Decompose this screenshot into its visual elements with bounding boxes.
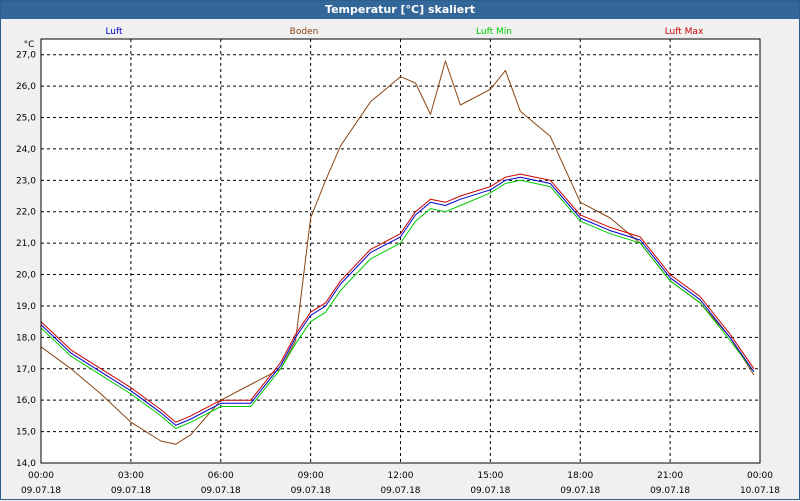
legend-item: Luft Max [665, 27, 704, 37]
x-tick-date: 09.07.18 [650, 486, 690, 496]
y-tick-label: 23,0 [16, 176, 36, 186]
x-tick-time: 18:00 [567, 471, 593, 481]
y-tick-label: 16,0 [16, 396, 36, 406]
x-tick-time: 00:00 [28, 471, 54, 481]
x-tick-date: 09.07.18 [291, 486, 331, 496]
legend-item: Luft Min [476, 27, 512, 37]
y-tick-label: 19,0 [16, 302, 36, 312]
y-tick-label: 15,0 [16, 428, 36, 438]
axis-layer: 14,0 15,0 16,0 17,0 18,0 19,0 20,0 21,0 22,0 23,0… [16, 40, 780, 496]
series-layer [40, 60, 755, 445]
x-tick-time: 15:00 [477, 471, 503, 481]
x-tick-time: 21:00 [657, 471, 683, 481]
x-tick-time: 09:00 [298, 471, 324, 481]
y-axis-unit: °C [24, 40, 35, 50]
grid [41, 39, 760, 464]
y-tick-label: 27,0 [16, 51, 36, 61]
x-tick-date: 09.07.18 [470, 486, 510, 496]
legend-item: Luft [105, 27, 123, 37]
x-tick-date: 10.07.18 [740, 486, 780, 496]
y-tick-label: 20,0 [16, 271, 36, 281]
series-line-luft-min [40, 179, 755, 429]
y-tick-label: 26,0 [16, 82, 36, 92]
y-tick-label: 14,0 [16, 459, 36, 469]
legend-item: Boden [290, 27, 319, 37]
x-tick-date: 09.07.18 [560, 486, 600, 496]
series-line-luft [40, 176, 755, 426]
y-tick-label: 21,0 [16, 239, 36, 249]
y-tick-label: 17,0 [16, 365, 36, 375]
x-tick-time: 12:00 [388, 471, 414, 481]
x-tick-date: 09.07.18 [380, 486, 420, 496]
window-title: Temperatur [°C] skaliert [1, 1, 799, 19]
plot-frame [40, 38, 761, 464]
series-line-boden [40, 60, 755, 445]
legend: Luft Boden Luft Min Luft Max [105, 27, 704, 37]
x-tick-time: 03:00 [118, 471, 144, 481]
x-tick-date: 09.07.18 [21, 486, 61, 496]
x-tick-date: 09.07.18 [201, 486, 241, 496]
y-tick-label: 22,0 [16, 208, 36, 218]
x-tick-time: 06:00 [208, 471, 234, 481]
x-tick-date: 09.07.18 [111, 486, 151, 496]
series-line-luft-max [40, 173, 755, 423]
y-tick-label: 24,0 [16, 145, 36, 155]
y-tick-label: 18,0 [16, 333, 36, 343]
x-tick-time: 00:00 [747, 471, 773, 481]
y-tick-label: 25,0 [16, 114, 36, 124]
